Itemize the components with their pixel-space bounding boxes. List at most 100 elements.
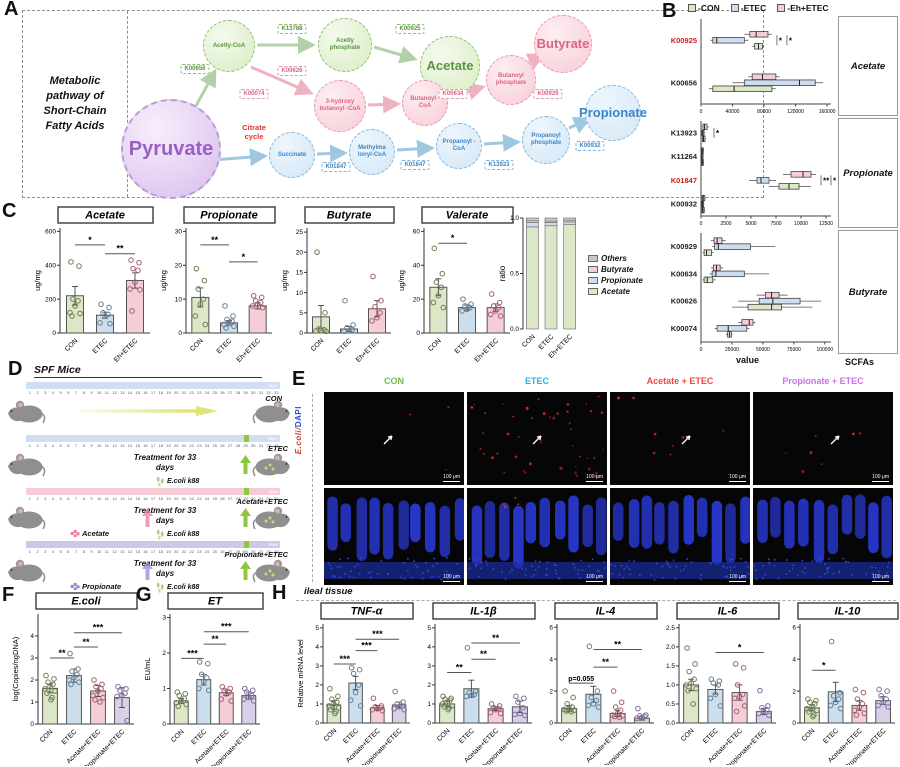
boxplot-legend-item-0: -CON (688, 3, 720, 13)
svg-text:0: 0 (178, 330, 182, 337)
days-label: days (268, 542, 278, 547)
svg-text:ug/mg: ug/mg (280, 270, 289, 291)
panel-label-c: C (2, 200, 17, 222)
svg-text:0: 0 (162, 721, 166, 728)
svg-text:Propionate: Propionate (200, 210, 257, 222)
svg-text:60: 60 (413, 229, 421, 236)
days-label: days (268, 436, 278, 441)
dapi-image-2: 100 μm (610, 488, 750, 585)
svg-text:12500: 12500 (819, 221, 833, 227)
group-label: Propionate+ETEC (224, 550, 288, 559)
svg-text:p=0.055: p=0.055 (568, 676, 594, 683)
legend-swatch-icon (588, 255, 598, 262)
svg-text:ETEC: ETEC (822, 727, 840, 745)
svg-text:100000: 100000 (816, 347, 833, 353)
chart-il6: IL-6 0.0 0.5 1.0 1.5 2.0 2.5 CON ETEC Acetate+ETE… (661, 602, 780, 767)
svg-text:ETEC: ETEC (61, 728, 79, 746)
svg-text:400: 400 (45, 262, 56, 269)
challenge-label: E.coli k88 (156, 529, 199, 540)
svg-text:**: ** (116, 244, 124, 254)
kegg-label-10: K13923 (484, 160, 514, 170)
svg-text:15: 15 (296, 270, 304, 277)
svg-text:3: 3 (427, 663, 431, 670)
svg-text:ug/mg: ug/mg (397, 270, 406, 291)
svg-text:40000: 40000 (726, 109, 740, 115)
svg-text:Propionate+ETEC: Propionate+ETEC (83, 728, 127, 766)
mouse-icon (252, 453, 290, 477)
kegg-label-2: K00925 (395, 24, 425, 34)
boxplot-xlabel: value (736, 355, 760, 365)
svg-text:1.5: 1.5 (666, 663, 675, 670)
svg-text:Propionate+ETEC: Propionate+ETEC (724, 727, 768, 765)
kegg-label-9: K01847 (400, 160, 430, 170)
svg-text:80000: 80000 (757, 109, 771, 115)
ratio-legend-item: Propionate (588, 276, 643, 285)
svg-text:**: ** (602, 657, 610, 667)
svg-text:7500: 7500 (770, 221, 781, 227)
svg-text:ratio: ratio (498, 265, 507, 281)
boxplot-propionate: 0 2500 5000 7500 10000 12500 K13923 * K11264 K018… (655, 118, 837, 228)
svg-text:CON: CON (427, 337, 443, 353)
pathway-node-3: 3-hydroxy butanoyl -CoA (314, 80, 366, 132)
panel-label-e: E (292, 368, 306, 390)
mouse-icon (8, 559, 46, 583)
svg-text:**: ** (480, 649, 488, 659)
svg-text:**: ** (58, 648, 66, 658)
chart-ecoli: E.coli 0 1 2 3 4 log(Copies/ngDNA) CON ETEC Aceta… (8, 592, 138, 767)
scale-bar: 100 μm (443, 474, 460, 482)
panel-label-d: D (8, 358, 23, 380)
timeline-row-ETEC: days 1 2 3 4 5 6 7 8 9 10 11 12 13 14 15 16 17 18 19 20 21 22 2… (8, 435, 290, 488)
svg-text:**: ** (823, 176, 830, 185)
pretreatment-label: Propionate (70, 582, 121, 591)
svg-text:*: * (789, 36, 793, 45)
boxplot-butyrate: 0 25000 50000 75000 100000 K00929 K00634 K00626… (655, 230, 837, 354)
legend-swatch-icon (688, 4, 696, 12)
pathway-node-4: Butanoyl -CoA (402, 80, 448, 126)
svg-text:4: 4 (30, 633, 34, 640)
svg-text:4: 4 (549, 656, 553, 663)
kegg-label-3: K00626 (277, 66, 307, 76)
kegg-label-7: Citrate cycle (242, 123, 266, 141)
bacteria-icon (156, 529, 164, 540)
scale-bar: 100 μm (443, 574, 460, 582)
mouse-icon (252, 506, 290, 530)
mouse-right (252, 503, 292, 535)
svg-text:K00656: K00656 (671, 78, 697, 87)
strip-propionate: Propionate (838, 118, 898, 228)
svg-text:ETEC: ETEC (216, 337, 234, 355)
svg-text:Butyrate: Butyrate (327, 210, 372, 222)
svg-text:ET: ET (208, 596, 223, 608)
svg-text:K00074: K00074 (671, 324, 698, 333)
pathway-node-7: Succinate (269, 132, 315, 178)
days-label: days (268, 383, 278, 388)
boxplot-legend-item-1: -ETEC (730, 3, 766, 13)
svg-text:CON: CON (323, 727, 339, 743)
ileal-tissue-label: ileal tissue (304, 586, 353, 597)
kegg-label-4: K00074 (239, 89, 269, 99)
svg-text:ETEC: ETEC (336, 337, 354, 355)
dapi-image-3: 100 μm (753, 488, 893, 585)
svg-text:1: 1 (30, 699, 34, 706)
bacteria-icon (156, 582, 164, 593)
challenge-day-highlight (244, 541, 250, 548)
svg-text:CON: CON (436, 727, 452, 743)
svg-text:Propionate+ETEC: Propionate+ETEC (844, 727, 888, 765)
svg-text:*: * (451, 233, 455, 243)
timeline-row-Acetate+ETEC: days 1 2 3 4 5 6 7 8 9 10 11 12 13 14 15 16 17 18 19 20 21 22 2… (8, 488, 290, 541)
svg-text:*: * (242, 252, 246, 262)
svg-text:log(Copies/ngDNA): log(Copies/ngDNA) (11, 636, 20, 701)
svg-text:ETEC: ETEC (580, 727, 598, 745)
days-label: days (268, 489, 278, 494)
challenge-arrow-icon (240, 561, 251, 580)
pathway-node-5: Butanoyl phosphate (486, 55, 536, 105)
pathway-node-10: Propanoyl phosphate (522, 116, 570, 164)
legend-swatch-icon (588, 277, 598, 284)
mouse-icon (8, 400, 46, 424)
challenge-label: E.coli k88 (156, 582, 199, 593)
legend-swatch-icon (588, 288, 598, 295)
microscopy-panel: E.coli/DAPI CON ETEC Acetate + ETEC Propion… (286, 366, 898, 590)
svg-text:1.0: 1.0 (510, 215, 519, 222)
svg-text:K00932: K00932 (671, 200, 697, 209)
svg-text:Propionate+ETEC: Propionate+ETEC (602, 727, 646, 765)
